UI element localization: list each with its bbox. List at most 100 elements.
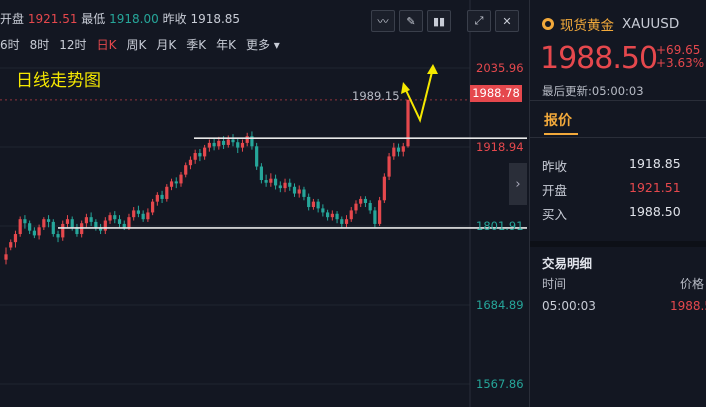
instrument-title: 现货黄金 XAUUSD: [542, 14, 679, 34]
candle-body: [56, 234, 60, 238]
candle-body: [46, 219, 51, 222]
candle-body: [18, 219, 22, 235]
gold-coin-icon: [542, 18, 554, 30]
candle-body: [387, 156, 391, 177]
annotation-arrow: [403, 67, 434, 123]
price-tick-label: 1918.94: [476, 139, 524, 154]
candle-body: [335, 213, 339, 220]
quote-row-value: 1918.85: [629, 156, 681, 171]
trades-title: 交易明细: [542, 256, 593, 271]
tab-quote[interactable]: 报价: [544, 113, 572, 129]
candle-body: [136, 210, 141, 214]
trade-price: 1988.5: [670, 299, 706, 313]
candle-body: [269, 178, 273, 183]
candle-body: [292, 186, 297, 194]
candle-body: [141, 213, 145, 220]
quote-row-value: 1921.51: [629, 180, 681, 195]
low-value: 1918.00: [109, 12, 159, 26]
section-gap: [530, 241, 706, 247]
candle-body: [32, 230, 36, 236]
quote-row-label: 开盘: [542, 183, 568, 198]
candle-body: [51, 221, 55, 235]
timeframe-tab[interactable]: 周K: [126, 38, 147, 52]
timeframe-tab[interactable]: 更多 ▾: [245, 38, 280, 52]
candlestick-chart[interactable]: [0, 0, 527, 407]
candle-body: [231, 139, 235, 143]
candle-body: [359, 198, 363, 204]
candle-body: [278, 185, 282, 189]
timeframe-tab[interactable]: 日K: [96, 38, 117, 52]
candle-body: [382, 176, 386, 201]
quote-row-label: 昨收: [542, 159, 568, 174]
candle-body: [363, 198, 368, 203]
price-tick-label: 1801.91: [476, 219, 524, 233]
chevron-right-icon: ›: [515, 176, 521, 192]
candle-body: [316, 201, 320, 209]
candle-body: [307, 196, 311, 208]
candle-body: [117, 219, 122, 224]
candle-body: [113, 215, 117, 220]
draw-pencil-icon[interactable]: ✎: [399, 10, 423, 32]
candle-body: [193, 153, 197, 160]
timeframe-tab[interactable]: 月K: [156, 38, 177, 52]
candle-body: [354, 203, 358, 211]
candle-body: [378, 200, 382, 224]
candle-body: [165, 186, 169, 199]
price-tick-label: 2035.96: [476, 61, 524, 75]
timeframe-tab[interactable]: 12时: [59, 38, 87, 52]
timeframe-tab[interactable]: 年K: [216, 38, 236, 52]
candle-body: [94, 221, 98, 228]
timeframe-tab[interactable]: 8时: [29, 38, 50, 52]
candle-body: [401, 146, 405, 152]
instrument-name: 现货黄金: [560, 18, 614, 34]
candle-type-icon[interactable]: ▮▮: [427, 10, 451, 32]
candle-body: [226, 139, 230, 145]
candle-body: [174, 181, 178, 184]
candle-body: [340, 219, 344, 224]
candle-body: [198, 153, 202, 157]
candle-body: [132, 210, 136, 218]
candle-body: [108, 215, 112, 221]
candle-body: [349, 210, 353, 220]
candle-body: [264, 180, 268, 183]
close-icon[interactable]: ✕: [495, 10, 519, 32]
candle-body: [155, 194, 159, 202]
candle-body: [179, 174, 183, 184]
indicator-icon[interactable]: 〰: [371, 10, 395, 32]
price-axis: 2035.96 1918.94 1801.91 1684.89 1567.86: [470, 0, 527, 407]
quote-row-value: 1988.50: [629, 204, 681, 219]
candle-body: [203, 147, 207, 157]
chart-area[interactable]: 开盘 1921.51 最低 1918.00 昨收 1918.85 〰 ✎ ▮▮ …: [0, 0, 527, 407]
price-change: +69.65 +3.63%: [656, 44, 704, 70]
candle-body: [160, 194, 164, 199]
candle-body: [28, 223, 32, 231]
candle-body: [259, 166, 263, 181]
open-label: 开盘: [0, 12, 25, 26]
candle-body: [240, 142, 245, 148]
candle-body: [188, 159, 193, 166]
candle-body: [184, 165, 188, 175]
candle-body: [37, 227, 41, 236]
candle-body: [103, 220, 107, 231]
fullscreen-icon[interactable]: ⤢: [467, 10, 491, 32]
candle-body: [75, 227, 79, 235]
tab-active-indicator: [544, 133, 578, 135]
candle-body: [396, 147, 401, 152]
candle-body: [13, 234, 18, 243]
timeframe-tab[interactable]: 6时: [0, 38, 20, 52]
price-tick-label: 1684.89: [476, 297, 524, 312]
candle-body: [297, 189, 301, 194]
change-value: +69.65: [656, 43, 701, 57]
high-marker-label: 1989.15: [352, 89, 400, 103]
current-price-tag: 1988.78: [470, 85, 522, 102]
prev-close-value: 1918.85: [190, 12, 241, 26]
candle-body: [4, 254, 8, 260]
last-updated: 最后更新:05:00:03: [542, 84, 644, 98]
chart-annotation-title: 日线走势图: [16, 71, 101, 91]
timeframe-tab[interactable]: 季K: [186, 38, 207, 52]
expand-panel-button[interactable]: ›: [509, 163, 527, 205]
candle-body: [236, 142, 240, 148]
candle-body: [84, 217, 88, 224]
open-value: 1921.51: [27, 12, 78, 26]
candle-body: [70, 219, 74, 228]
